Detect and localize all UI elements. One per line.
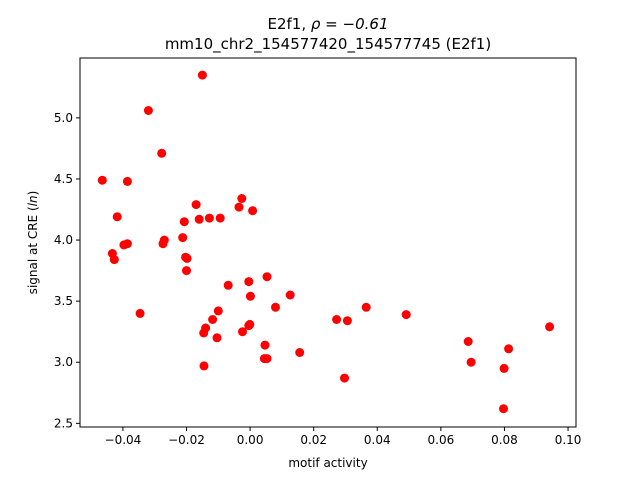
data-point: [194, 214, 204, 224]
x-tick-label: −0.04: [105, 433, 142, 447]
data-point: [182, 253, 192, 263]
data-point: [238, 327, 247, 337]
x-axis-label: motif activity: [288, 456, 367, 470]
data-point: [244, 321, 254, 331]
data-point: [199, 361, 209, 371]
data-point: [545, 322, 555, 332]
data-point: [178, 233, 188, 243]
data-point: [332, 315, 342, 324]
data-point: [262, 272, 272, 282]
data-point: [342, 316, 352, 326]
data-point: [361, 302, 371, 312]
y-axis-label: signal at CRE (ln): [26, 191, 40, 295]
data-point: [135, 308, 145, 318]
x-tick-label: 0.08: [491, 433, 518, 447]
plot-area-frame: [79, 57, 577, 428]
y-axis-ticks: 2.5 3.0 3.5 4.0 4.5 5.0: [54, 111, 80, 430]
data-point: [97, 175, 107, 185]
data-point: [340, 373, 349, 383]
y-tick-label: 3.0: [54, 355, 73, 369]
x-tick-label: 0.00: [237, 433, 264, 447]
data-point: [271, 302, 280, 312]
data-point: [499, 404, 508, 414]
y-tick-label: 5.0: [54, 111, 73, 125]
data-point: [157, 148, 167, 158]
data-point: [237, 194, 247, 203]
x-axis-ticks: −0.04 −0.02 0.00 0.02 0.04 0.06 0.08 0.10: [105, 427, 582, 447]
data-point: [260, 340, 270, 350]
x-tick-label: 0.06: [428, 433, 455, 447]
chart-title-line1: E2f1, ρ = −0.61: [268, 15, 389, 33]
x-tick-label: 0.10: [555, 433, 582, 447]
y-tick-label: 2.5: [54, 416, 73, 430]
data-point: [179, 217, 189, 227]
data-point: [463, 337, 473, 346]
data-point: [244, 277, 254, 287]
data-point: [197, 70, 207, 80]
data-point: [295, 348, 305, 357]
data-point: [143, 106, 153, 115]
data-point: [401, 310, 411, 320]
data-point: [466, 357, 476, 367]
data-point: [112, 212, 122, 222]
data-point: [158, 239, 168, 249]
data-point: [248, 206, 258, 216]
y-tick-label: 4.5: [54, 172, 73, 186]
data-point: [223, 280, 233, 290]
data-point: [262, 354, 272, 364]
data-point: [245, 291, 255, 301]
data-point: [191, 200, 201, 210]
data-points: [97, 70, 555, 414]
data-point: [208, 315, 218, 324]
data-point: [215, 213, 225, 223]
data-point: [204, 213, 214, 223]
x-tick-label: −0.02: [168, 433, 205, 447]
x-tick-label: 0.02: [300, 433, 327, 447]
y-tick-label: 3.5: [54, 294, 73, 308]
data-point: [213, 306, 223, 316]
data-point: [199, 328, 209, 338]
y-tick-label: 4.0: [54, 233, 73, 247]
data-point: [212, 333, 222, 343]
data-point: [119, 240, 129, 250]
data-point: [285, 290, 295, 300]
data-point: [109, 255, 119, 265]
data-point: [499, 363, 509, 373]
x-tick-label: 0.04: [364, 433, 391, 447]
data-point: [122, 176, 132, 186]
data-point: [504, 344, 514, 354]
chart-title-line2: mm10_chr2_154577420_154577745 (E2f1): [165, 35, 491, 54]
data-point: [182, 266, 191, 276]
data-point: [234, 202, 244, 212]
